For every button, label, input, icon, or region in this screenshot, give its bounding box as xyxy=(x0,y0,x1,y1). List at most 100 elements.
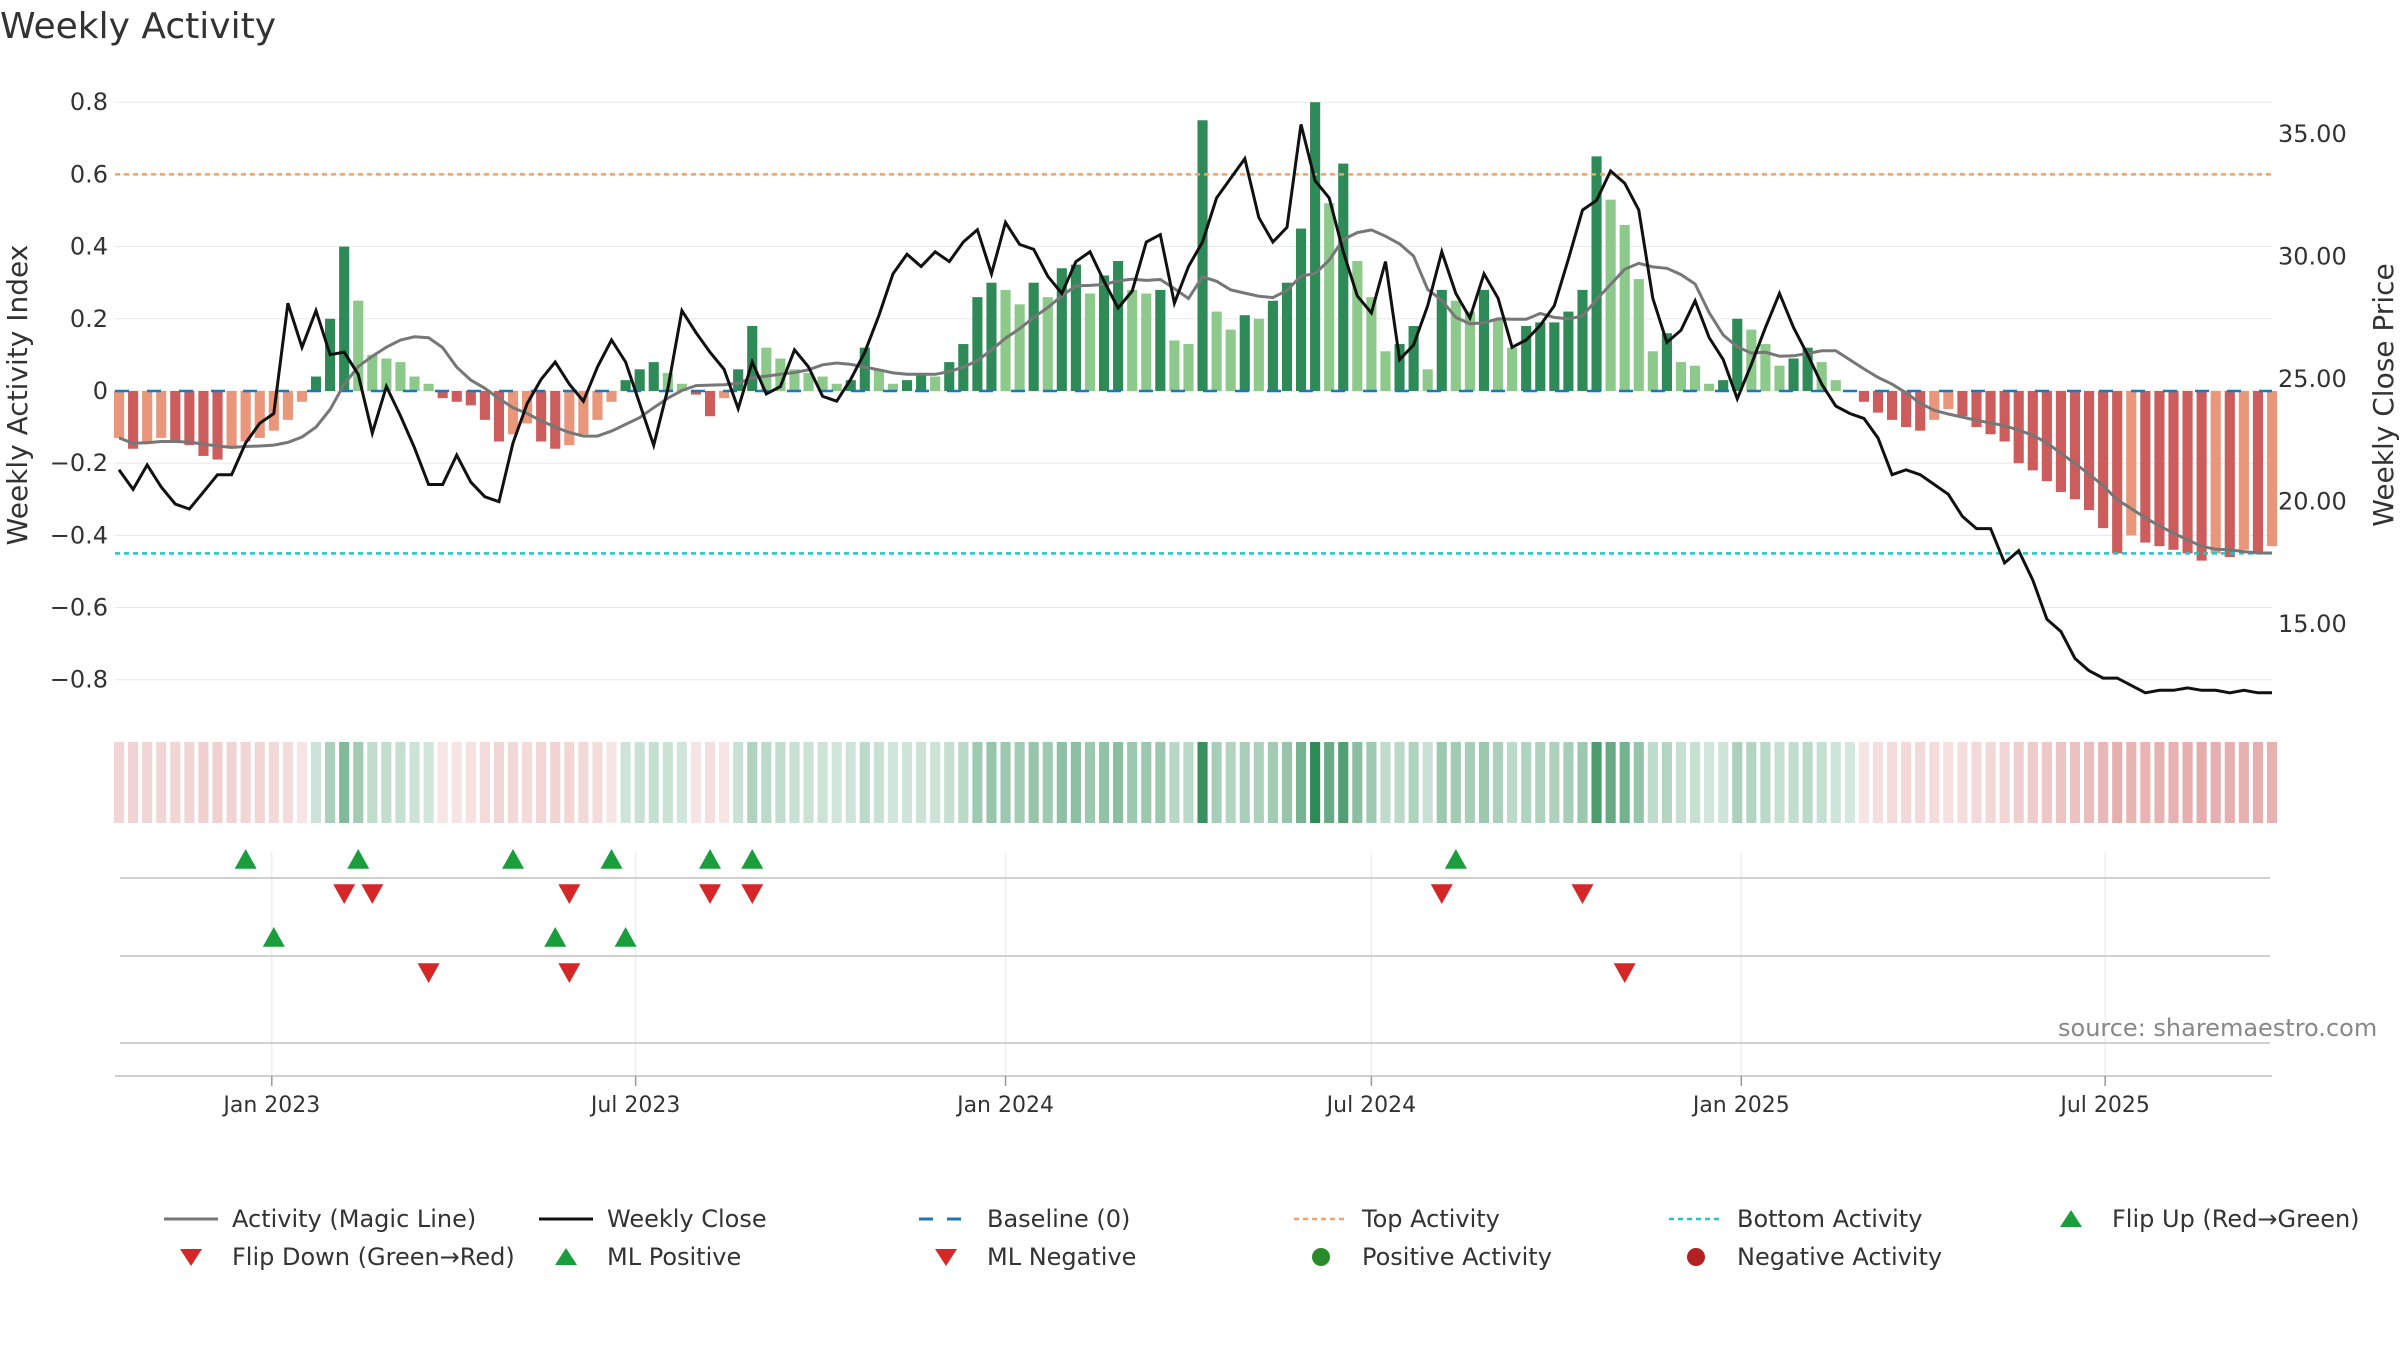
legend-item: Flip Up (Red→Green) xyxy=(2040,1205,2360,1233)
heat-strip-cell xyxy=(1718,742,1729,823)
heat-strip-cell xyxy=(381,742,392,823)
legend-item: Weekly Close xyxy=(535,1205,767,1233)
flip-down-marker xyxy=(558,884,581,904)
legend-swatch-tri-down xyxy=(935,1249,957,1266)
legend-label: Baseline (0) xyxy=(987,1205,1131,1233)
magic-line xyxy=(118,228,2272,555)
activity-bar xyxy=(2041,390,2052,482)
activity-bar xyxy=(1872,390,1884,413)
heat-strip-cell xyxy=(1661,742,1672,823)
flip-up-marker xyxy=(699,849,722,869)
activity-bar xyxy=(719,390,730,399)
heat-strip-cell xyxy=(789,742,800,823)
y-tick-label: 0.8 xyxy=(70,88,108,116)
heat-strip-cell xyxy=(958,742,969,823)
heat-strip-cell xyxy=(550,742,561,823)
heat-strip-cell xyxy=(648,742,659,823)
heat-strip-cell xyxy=(1084,742,1096,823)
heat-strip-cell xyxy=(1788,742,1799,823)
activity-bar xyxy=(1689,365,1701,391)
activity-bar xyxy=(1788,358,1799,391)
activity-bar xyxy=(690,390,702,395)
activity-bar xyxy=(1380,351,1391,391)
heat-strip-cell xyxy=(1689,742,1701,823)
activity-bar xyxy=(339,246,350,391)
flip-down-marker xyxy=(699,884,722,904)
heat-strip-cell xyxy=(2069,742,2081,823)
heat-strip-cell xyxy=(2266,742,2278,823)
heat-strip-cell xyxy=(1915,742,1926,823)
activity-bar xyxy=(887,383,899,391)
activity-bar xyxy=(1957,390,1968,417)
heat-strip-cell xyxy=(1056,742,1067,823)
heat-strip-cell xyxy=(268,742,279,823)
heat-strip-cell xyxy=(1042,742,1053,823)
activity-bar xyxy=(972,297,983,391)
legend-label: ML Positive xyxy=(607,1243,742,1271)
heat-strip-cell xyxy=(2210,742,2221,823)
activity-bar xyxy=(2027,390,2038,471)
activity-bar xyxy=(845,380,856,391)
activity-bar xyxy=(156,390,167,438)
activity-bar xyxy=(1000,289,1011,391)
legend-label: Flip Up (Red→Green) xyxy=(2112,1205,2360,1233)
activity-bar xyxy=(493,390,505,442)
flip-up-marker xyxy=(502,849,525,869)
activity-bar xyxy=(1324,203,1335,391)
activity-bar xyxy=(2126,390,2137,536)
heat-strip-cell xyxy=(479,742,490,823)
activity-bar xyxy=(1028,282,1039,391)
heat-strip-cell xyxy=(1380,742,1391,823)
heat-strip-cell xyxy=(873,742,884,823)
activity-bar xyxy=(1718,380,1729,391)
activity-bar xyxy=(817,376,828,391)
heat-strip-cell xyxy=(2098,742,2109,823)
legend-swatch-tri-up xyxy=(555,1248,577,1265)
activity-bar xyxy=(2210,390,2221,554)
activity-bar xyxy=(1211,311,1222,391)
chart-title: Weekly Activity xyxy=(0,6,277,47)
heat-strip-cell xyxy=(944,742,955,823)
signal-markers xyxy=(234,849,1636,983)
heat-strip-cell xyxy=(1408,742,1419,823)
heat-strip-cell xyxy=(859,742,870,823)
legend-swatch-tri-up xyxy=(2060,1210,2082,1227)
activity-bar xyxy=(170,390,181,442)
activity-bar xyxy=(704,390,716,417)
heat-strip-cell xyxy=(564,742,575,823)
heat-strip-cell xyxy=(1070,742,1081,823)
heat-strip-cell xyxy=(1422,742,1433,823)
activity-bar xyxy=(1507,347,1518,391)
heat-strip-cell xyxy=(1746,742,1757,823)
heat-strip-cell xyxy=(1605,742,1616,823)
activity-bar xyxy=(930,376,941,391)
activity-bar xyxy=(1943,390,1954,410)
heat-strip-cell xyxy=(296,742,308,823)
x-tick-label: Jan 2023 xyxy=(221,1093,320,1118)
heat-strip-cell xyxy=(156,742,167,823)
heat-strip-cell xyxy=(522,742,533,823)
activity-bar xyxy=(226,390,237,449)
ml-positive-marker xyxy=(614,927,637,947)
heat-strip-cell xyxy=(1591,742,1602,823)
heat-strip-cell xyxy=(578,742,589,823)
heat-strip-cell xyxy=(1155,742,1166,823)
source-credit: source: sharemaestro.com xyxy=(2058,1014,2378,1042)
legend-swatch-line xyxy=(539,1217,593,1221)
heat-strip-cell xyxy=(916,742,927,823)
heat-strip-cell xyxy=(128,742,139,823)
legend-item: Baseline (0) xyxy=(915,1205,1130,1233)
heat-strip-cell xyxy=(2224,742,2235,823)
heat-strip-cell xyxy=(1999,742,2010,823)
activity-bar xyxy=(282,390,293,420)
heat-strip-cell xyxy=(1507,742,1518,823)
activity-bar xyxy=(916,372,927,391)
ml-positive-marker xyxy=(262,927,285,947)
heat-strip-cell xyxy=(606,742,617,823)
heat-strip-cell xyxy=(775,742,786,823)
activity-bar xyxy=(1929,390,1940,420)
activity-bar xyxy=(648,362,659,391)
chart-canvas: 0.8 0.6 0.4 0.2 0 −0.2 −0.4 −0.6 −0.8 35.00 30.00 2… xyxy=(1,88,2400,1118)
flip-down-marker xyxy=(361,884,384,904)
heat-strip-cell xyxy=(2168,742,2179,823)
